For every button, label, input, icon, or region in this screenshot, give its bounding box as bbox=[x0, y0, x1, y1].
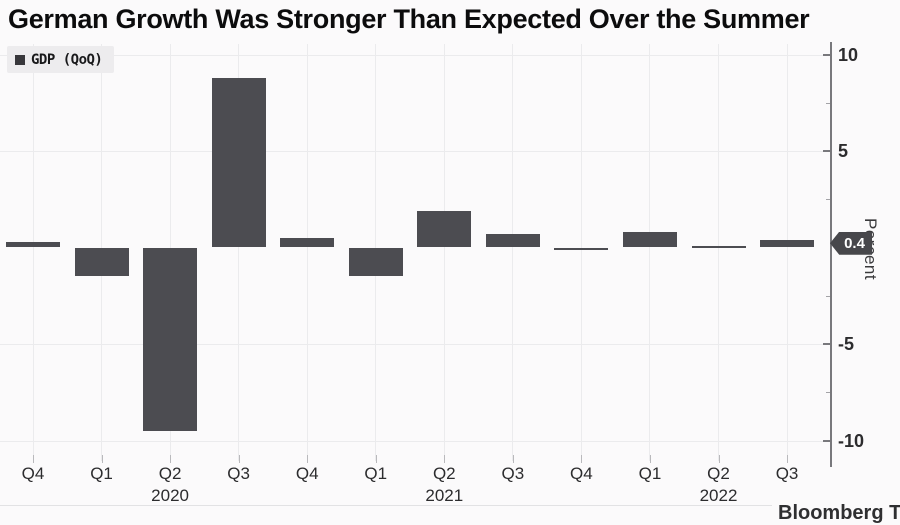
x-axis-tick bbox=[444, 455, 446, 463]
x-axis-label: Q1 bbox=[638, 464, 662, 483]
bar-Q4-0 bbox=[6, 241, 60, 248]
y-axis-minor-tick bbox=[826, 102, 830, 104]
gridline-vertical bbox=[580, 44, 582, 461]
x-axis-label: Q4 bbox=[570, 464, 593, 483]
x-axis-year-label: 2020 bbox=[151, 486, 190, 505]
footer-divider bbox=[0, 505, 772, 506]
gridline-vertical bbox=[238, 44, 240, 461]
x-axis-label: Q3 bbox=[775, 464, 799, 483]
gridline-vertical bbox=[786, 44, 788, 461]
gridline-vertical bbox=[306, 44, 308, 461]
x-axis-tick bbox=[375, 455, 377, 463]
bar-Q1-1 bbox=[74, 247, 129, 277]
y-axis-tick-label: 10 bbox=[838, 44, 859, 65]
legend: GDP (QoQ) bbox=[7, 46, 115, 73]
bar-Q1-9 bbox=[622, 232, 677, 248]
last-value-callout: 0.4 bbox=[830, 231, 872, 255]
gridline-vertical bbox=[443, 44, 445, 461]
y-axis-tick-label: 5 bbox=[838, 141, 849, 161]
x-axis-label: Q3 bbox=[227, 464, 250, 483]
gridline-horizontal bbox=[0, 54, 830, 56]
bar-Q3-7 bbox=[485, 233, 540, 248]
gridline-horizontal bbox=[0, 344, 830, 345]
x-axis-tick bbox=[512, 455, 514, 463]
bar-Q2-10 bbox=[691, 245, 746, 248]
x-axis-tick bbox=[170, 455, 172, 463]
gdp-bar-chart: German Growth Was Stronger Than Expected… bbox=[0, 4, 900, 524]
x-axis-label: Q3 bbox=[501, 464, 525, 483]
gridline-horizontal bbox=[0, 151, 830, 152]
x-axis-tick bbox=[649, 455, 651, 463]
last-value-text: 0.4 bbox=[844, 234, 865, 252]
x-axis-year-label: 2021 bbox=[425, 486, 464, 505]
x-axis-tick bbox=[787, 455, 789, 463]
bar-Q4-4 bbox=[280, 237, 335, 248]
legend-label: GDP (QoQ) bbox=[31, 51, 103, 68]
gridline-vertical bbox=[718, 44, 719, 461]
x-axis-label: Q2 bbox=[707, 464, 730, 483]
bar-Q1-5 bbox=[348, 247, 403, 277]
x-axis-label: Q2 bbox=[158, 464, 182, 483]
bar-Q3-3 bbox=[211, 77, 266, 248]
x-axis-label: Q4 bbox=[295, 464, 319, 483]
gridline-vertical bbox=[32, 44, 34, 461]
x-axis-label: Q1 bbox=[90, 464, 113, 483]
y-axis-major-tick bbox=[823, 53, 830, 56]
x-axis-tick bbox=[33, 455, 34, 463]
y-axis-major-tick bbox=[823, 343, 830, 345]
gridline-horizontal bbox=[0, 440, 830, 442]
x-axis-tick bbox=[101, 455, 103, 463]
x-axis-label: Q1 bbox=[364, 464, 388, 483]
chart-title: German Growth Was Stronger Than Expected… bbox=[8, 4, 810, 34]
bar-Q3-11 bbox=[760, 239, 815, 248]
x-axis-tick bbox=[718, 455, 720, 463]
bar-Q2-6 bbox=[417, 210, 472, 248]
y-axis-line bbox=[830, 42, 832, 467]
gridline-vertical bbox=[512, 44, 514, 461]
y-axis-minor-tick bbox=[826, 392, 830, 394]
x-axis-tick bbox=[307, 455, 309, 463]
legend-marker-icon bbox=[15, 54, 25, 65]
y-axis-tick-label: -10 bbox=[838, 430, 865, 451]
watermark: Bloomberg T bbox=[778, 502, 900, 524]
x-axis-tick bbox=[581, 455, 583, 463]
x-axis-year-label: 2022 bbox=[699, 486, 738, 505]
y-axis-major-tick bbox=[823, 439, 830, 442]
gridline-vertical bbox=[649, 44, 651, 461]
x-axis-label: Q2 bbox=[432, 464, 456, 483]
x-axis-tick bbox=[238, 455, 240, 463]
y-axis-tick-label: -5 bbox=[838, 334, 855, 354]
bar-Q4-8 bbox=[554, 247, 609, 250]
y-axis-minor-tick bbox=[826, 295, 830, 297]
y-axis-major-tick bbox=[823, 150, 830, 152]
bar-Q2-2 bbox=[143, 247, 198, 431]
x-axis-label: Q4 bbox=[21, 464, 45, 483]
y-axis-minor-tick bbox=[826, 199, 830, 201]
